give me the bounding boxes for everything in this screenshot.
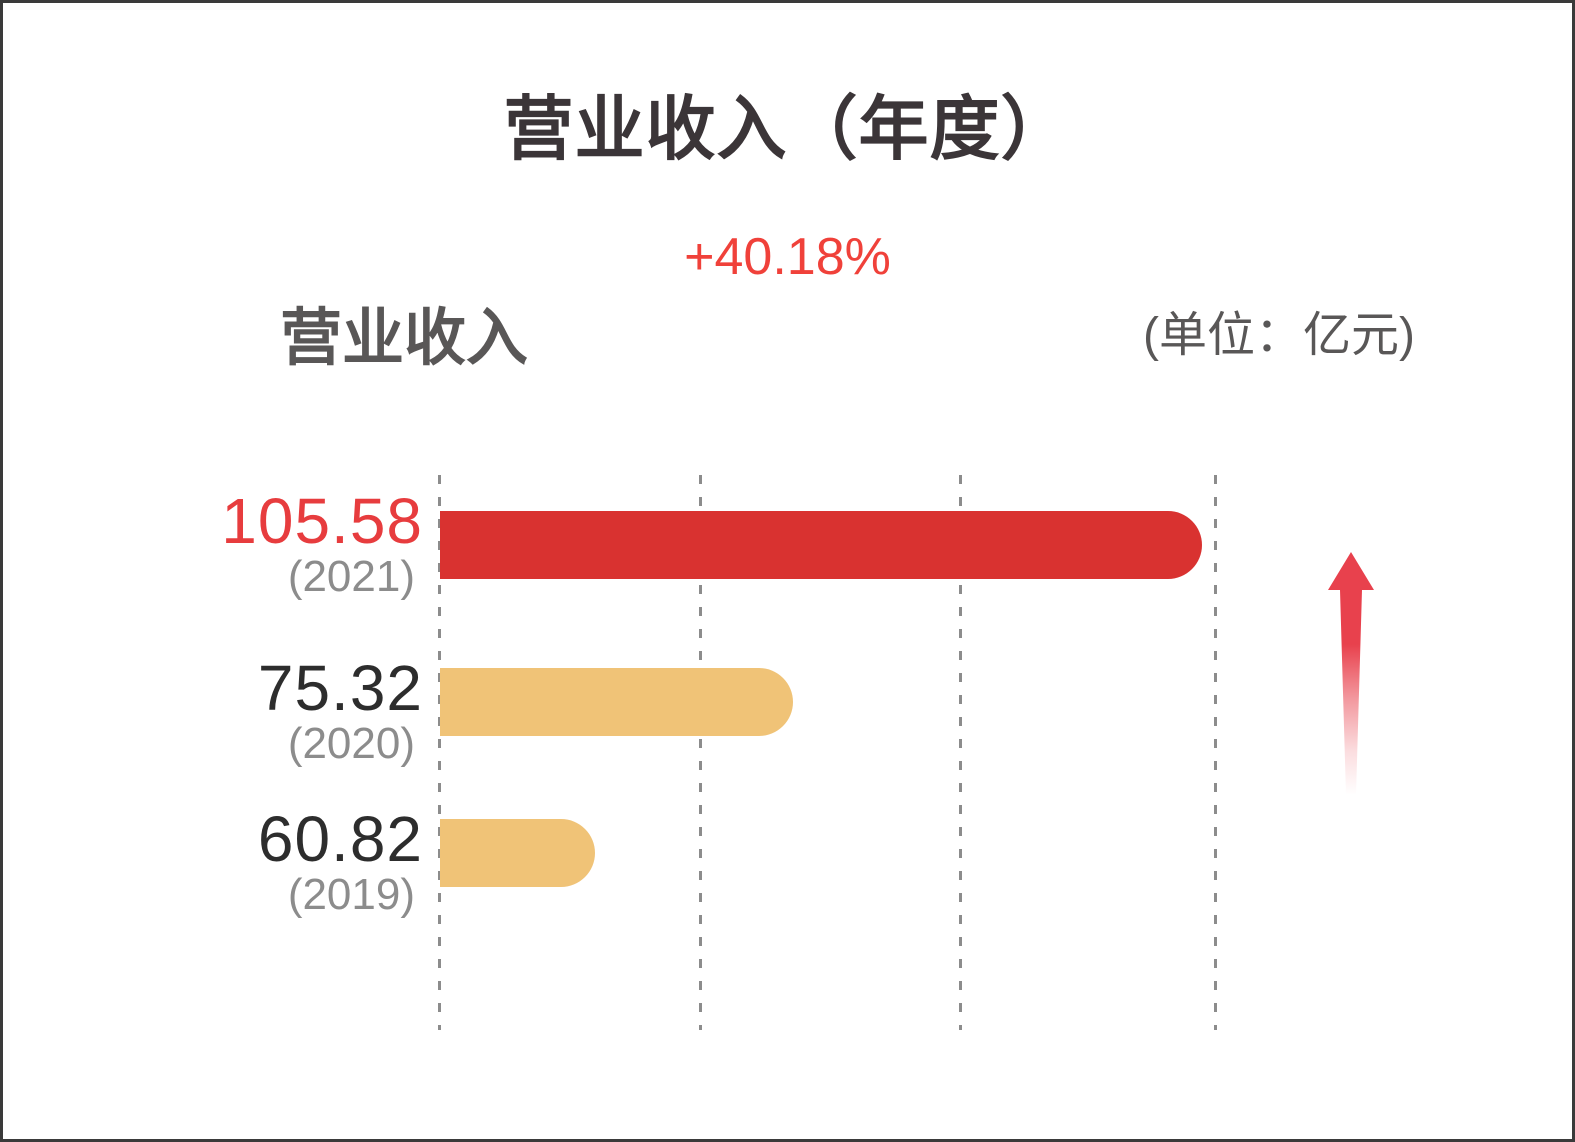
gridline-2 xyxy=(699,475,702,1030)
revenue-bar-2020 xyxy=(440,668,793,736)
revenue-bar-2021 xyxy=(440,511,1202,579)
gridline-1 xyxy=(438,475,441,1030)
growth-arrow-icon xyxy=(1328,552,1374,795)
bar-value-2020: 75.32 xyxy=(257,652,423,724)
growth-percentage: +40.18% xyxy=(684,228,891,286)
revenue-bar-2019 xyxy=(440,819,595,887)
axis-title: 营业收入 xyxy=(280,304,529,373)
bar-value-2021: 105.58 xyxy=(221,485,423,557)
bar-year-2019: (2019) xyxy=(287,870,415,919)
unit-label: (单位：亿元) xyxy=(1143,309,1415,362)
bar-year-2021: (2021) xyxy=(287,552,415,601)
chart-title: 营业收入（年度） xyxy=(503,90,1072,168)
bar-label-2020: 75.32 (2020) xyxy=(113,656,423,768)
bar-value-2019: 60.82 xyxy=(257,803,423,875)
gridline-3 xyxy=(959,475,962,1030)
bar-label-2019: 60.82 (2019) xyxy=(113,807,423,919)
bar-year-2020: (2020) xyxy=(287,719,415,768)
gridline-4 xyxy=(1214,475,1217,1030)
bar-label-2021: 105.58 (2021) xyxy=(113,489,423,601)
